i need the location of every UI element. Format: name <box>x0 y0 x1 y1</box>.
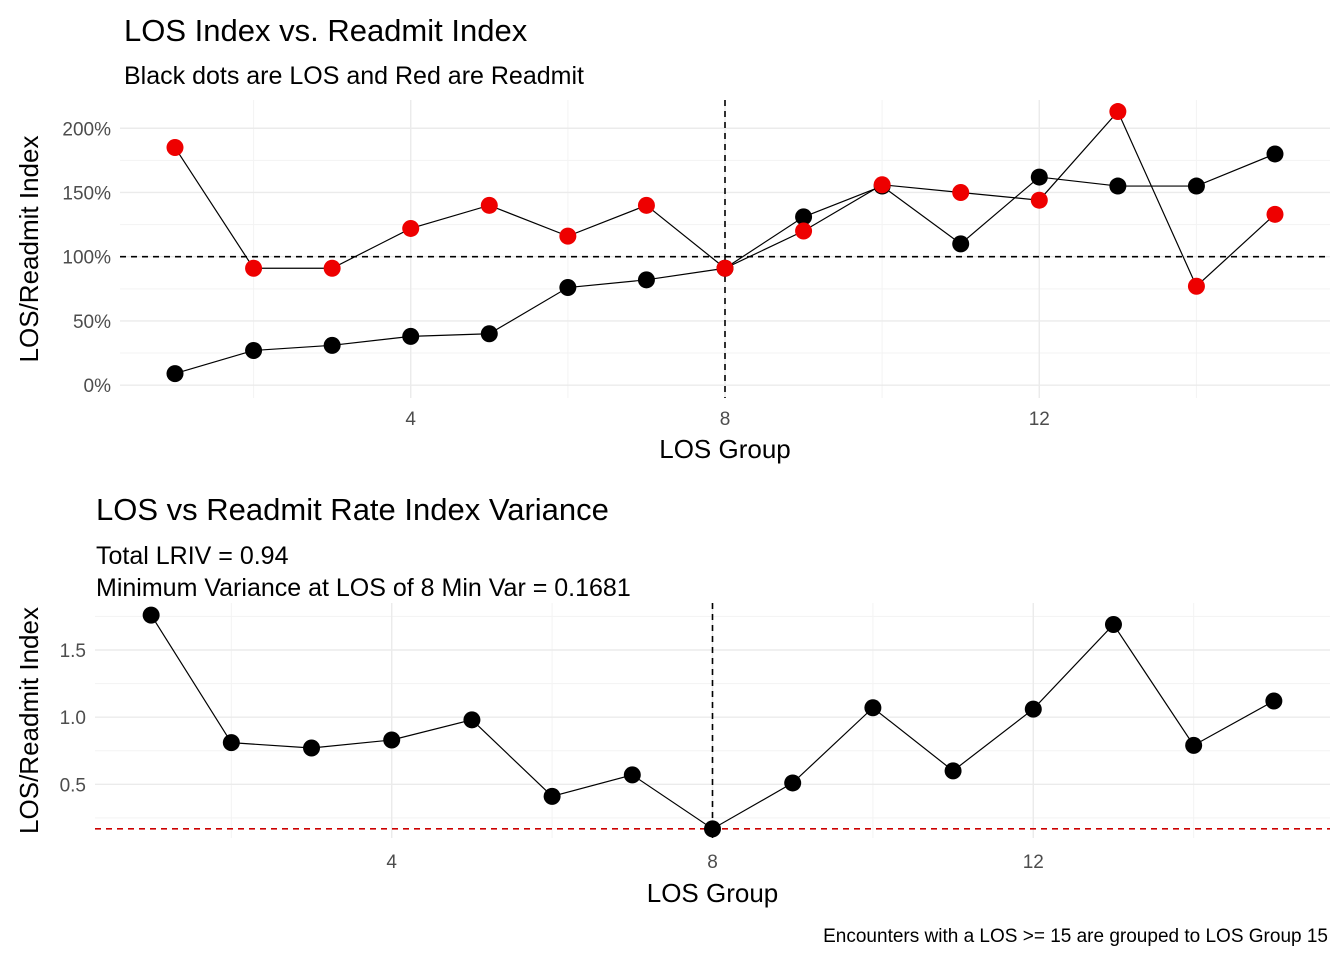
panel-1-series-1-point-5 <box>480 325 498 343</box>
panel-1-series-2-point-5 <box>480 196 498 214</box>
panel-1-x-axis-title: LOS Group <box>659 434 791 464</box>
panel-1-series-2-point-8 <box>716 259 734 277</box>
panel-2-series-1-point-4 <box>383 731 401 749</box>
panel-1-y-tick-label-1: 50% <box>73 312 111 333</box>
panel-2-series-1-point-9 <box>784 774 802 792</box>
panel-1-title: LOS Index vs. Readmit Index <box>124 13 528 48</box>
panel-1-y-tick-label-0: 0% <box>84 376 112 397</box>
panel-1-series-2-point-3 <box>323 259 341 277</box>
panel-1-series-1-point-9 <box>795 208 813 226</box>
panel-1-series-1-point-12 <box>1030 168 1048 186</box>
panel-1-series-1-point-2 <box>245 341 263 359</box>
panel-2-series-1-point-6 <box>543 787 561 805</box>
panel-2-series-1-point-1 <box>142 606 160 624</box>
panel-1-series-2-point-12 <box>1030 191 1048 209</box>
panel-1-series-2-point-11 <box>952 183 970 201</box>
panel-2-x-tick-label-1: 8 <box>707 852 718 873</box>
panel-2-x-tick-label-2: 12 <box>1023 852 1044 873</box>
panel-2-subtitle-1: Total LRIV = 0.94 <box>96 542 289 570</box>
panel-1-y-tick-label-4: 200% <box>62 119 111 140</box>
panel-1-series-1-point-15 <box>1266 145 1284 163</box>
panel-2-series-1-point-10 <box>864 699 882 717</box>
panel-2-series-1-point-5 <box>463 711 481 729</box>
panel-2-series-1-point-7 <box>623 766 641 784</box>
panel-2-x-axis-title: LOS Group <box>647 878 779 908</box>
panel-1-series-2-point-7 <box>637 196 655 214</box>
panel-2-caption: Encounters with a LOS >= 15 are grouped … <box>823 926 1328 947</box>
panel-2-series-1-point-13 <box>1104 615 1122 633</box>
panel-1-series-1-point-14 <box>1187 177 1205 195</box>
panel-1-subtitle-1: Black dots are LOS and Red are Readmit <box>124 62 584 90</box>
panel-1-x-tick-label-2: 12 <box>1029 409 1050 430</box>
panel-2-y-tick-label-2: 1.5 <box>60 641 86 662</box>
panel-1-series-1-point-7 <box>637 271 655 289</box>
panel-2-series-1-point-2 <box>222 734 240 752</box>
panel-1-series-2-point-14 <box>1187 277 1205 295</box>
panel-1-y-tick-label-3: 150% <box>62 183 111 204</box>
panel-1-series-2-point-6 <box>559 227 577 245</box>
panel-1-series-1-point-13 <box>1109 177 1127 195</box>
panel-1-y-axis-title: LOS/Readmit Index <box>14 136 44 363</box>
panel-2-y-tick-label-1: 1.0 <box>60 708 86 729</box>
panel-1-series-1-point-1 <box>166 365 184 383</box>
panel-1-series-2-point-4 <box>402 219 420 237</box>
panel-1-series-1-point-3 <box>323 336 341 354</box>
panel-1-y-tick-label-2: 100% <box>62 248 111 269</box>
panel-1-x-tick-label-1: 8 <box>720 409 731 430</box>
panel-2-series-1-point-15 <box>1265 692 1283 710</box>
panel-1-series-2-point-2 <box>245 259 263 277</box>
panel-2-x-tick-label-0: 4 <box>386 852 397 873</box>
panel-1-series-2-point-9 <box>795 222 813 240</box>
panel-2-series-1-point-12 <box>1024 700 1042 718</box>
panel-1-series-2-point-1 <box>166 139 184 157</box>
panel-2-title: LOS vs Readmit Rate Index Variance <box>96 492 609 527</box>
panel-1-series-2-point-10 <box>873 176 891 194</box>
panel-1-series-1-point-11 <box>952 235 970 253</box>
panel-2-series-1-point-14 <box>1185 736 1203 754</box>
panel-1-series-1-point-6 <box>559 279 577 297</box>
panel-2-subtitle-2: Minimum Variance at LOS of 8 Min Var = 0… <box>96 574 631 602</box>
panel-1-series-2-point-13 <box>1109 103 1127 121</box>
panel-1-x-tick-label-0: 4 <box>405 409 416 430</box>
panel-2-series-1-point-3 <box>303 739 321 757</box>
panel-1-series-2-point-15 <box>1266 205 1284 223</box>
panel-2-series-1-point-8 <box>704 820 721 838</box>
panel-2-y-tick-label-0: 0.5 <box>60 775 86 796</box>
panel-2-series-1-point-11 <box>944 762 962 780</box>
panel-2-y-axis-title: LOS/Readmit Index <box>14 607 44 834</box>
panel-1-series-1-point-4 <box>402 327 420 345</box>
